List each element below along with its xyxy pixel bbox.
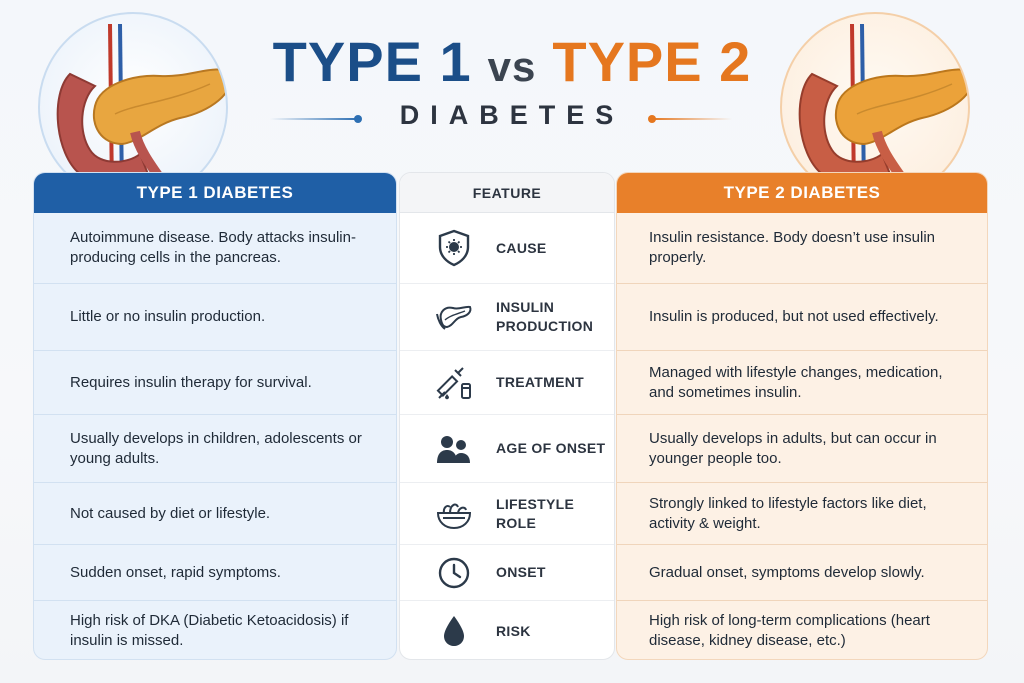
type2-column: TYPE 2 DIABETES Insulin resistance. Body… [616, 172, 988, 660]
table-row: Little or no insulin production. [34, 283, 396, 350]
pancreas-illustration-left [38, 12, 228, 202]
feature-insulin-production: INSULIN PRODUCTION [496, 299, 594, 334]
table-row: AGE OF ONSET [400, 414, 614, 482]
table-row: Insulin resistance. Body doesn’t use ins… [617, 213, 987, 283]
table-row: Strongly linked to lifestyle factors lik… [617, 482, 987, 544]
type1-onset: Sudden onset, rapid symptoms. [70, 563, 281, 581]
table-row: Managed with lifestyle changes, medicati… [617, 350, 987, 414]
type1-heading: TYPE 1 DIABETES [34, 173, 396, 213]
table-row: CAUSE [400, 213, 614, 283]
table-row: High risk of long-term complications (he… [617, 600, 987, 659]
type2-heading: TYPE 2 DIABETES [617, 173, 987, 213]
feature-age-of-onset: AGE OF ONSET [496, 440, 606, 456]
feature-risk: RISK [496, 622, 531, 639]
feature-treatment: TREATMENT [496, 374, 584, 390]
type2-cause: Insulin resistance. Body doesn’t use ins… [649, 229, 935, 266]
title-rule-right [648, 115, 732, 123]
type1-cause: Autoimmune disease. Body attacks insulin… [70, 229, 356, 266]
table-row: Usually develops in adults, but can occu… [617, 414, 987, 482]
type2-age-of-onset: Usually develops in adults, but can occu… [649, 429, 937, 467]
page-title: TYPE 1 vs TYPE 2 [0, 30, 1024, 99]
type2-onset: Gradual onset, symptoms develop slowly. [649, 563, 925, 581]
type2-lifestyle-role: Strongly linked to lifestyle factors lik… [649, 494, 927, 532]
salad-bowl-icon [434, 494, 474, 534]
type1-age-of-onset: Usually develops in children, adolescent… [70, 429, 362, 467]
clock-icon [434, 553, 474, 593]
table-row: LIFESTYLE ROLE [400, 482, 614, 544]
table-row: Usually develops in children, adolescent… [34, 414, 396, 482]
type1-lifestyle-role: Not caused by diet or lifestyle. [70, 504, 271, 522]
feature-cause: CAUSE [496, 239, 547, 256]
table-row: ONSET [400, 544, 614, 600]
table-row: Sudden onset, rapid symptoms. [34, 544, 396, 600]
table-row: High risk of DKA (Diabetic Ketoacidosis)… [34, 600, 396, 659]
type2-risk: High risk of long-term complications (he… [649, 612, 930, 649]
title-type1: TYPE 1 [272, 30, 472, 93]
pancreas-icon [434, 297, 474, 337]
feature-lifestyle-role: LIFESTYLE ROLE [496, 495, 575, 531]
table-row: Insulin is produced, but not used effect… [617, 283, 987, 350]
type2-insulin-production: Insulin is produced, but not used effect… [649, 308, 939, 325]
type1-column: TYPE 1 DIABETES Autoimmune disease. Body… [33, 172, 397, 660]
type2-treatment: Managed with lifestyle changes, medicati… [649, 363, 943, 401]
title-rule-left [270, 115, 362, 123]
people-icon [434, 429, 474, 469]
title-vs: vs [487, 43, 537, 90]
feature-heading: FEATURE [400, 173, 614, 213]
table-row: Gradual onset, symptoms develop slowly. [617, 544, 987, 600]
type1-risk: High risk of DKA (Diabetic Ketoacidosis)… [70, 612, 349, 649]
feature-column: FEATURE CAUSE INSULIN PRODUCTION TREATME… [399, 172, 615, 660]
table-row: INSULIN PRODUCTION [400, 283, 614, 350]
type1-treatment: Requires insulin therapy for survival. [70, 373, 312, 391]
feature-onset: ONSET [496, 564, 546, 580]
table-row: Not caused by diet or lifestyle. [34, 482, 396, 544]
table-row: RISK [400, 600, 614, 659]
table-row: Autoimmune disease. Body attacks insulin… [34, 213, 396, 283]
title-type2: TYPE 2 [552, 30, 752, 93]
table-row: TREATMENT [400, 350, 614, 414]
pancreas-organ-icon [56, 23, 226, 195]
shield-virus-icon [434, 228, 474, 268]
page-subtitle: DIABETES [399, 100, 625, 130]
drop-icon [434, 611, 474, 651]
syringe-vial-icon [434, 363, 474, 403]
table-row: Requires insulin therapy for survival. [34, 350, 396, 414]
type1-insulin-production: Little or no insulin production. [70, 308, 266, 325]
